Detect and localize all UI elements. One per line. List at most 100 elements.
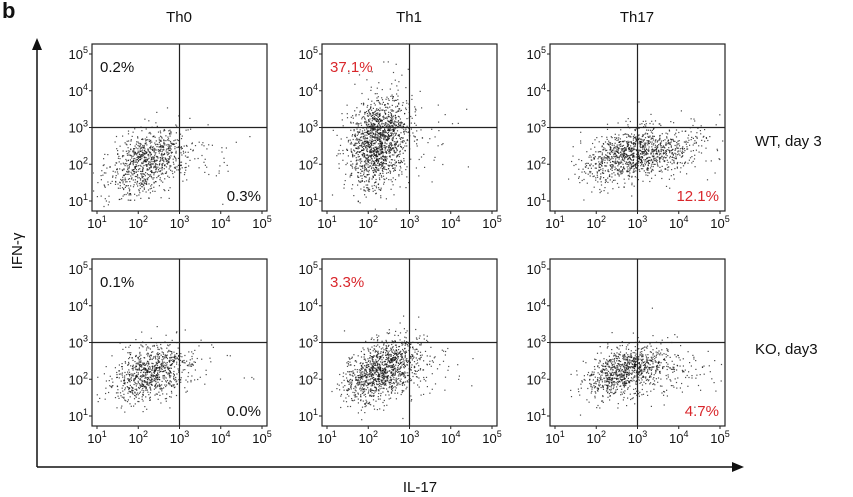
event-dot	[385, 135, 387, 137]
event-dot	[416, 359, 418, 361]
event-dot	[639, 138, 641, 140]
event-dot	[385, 126, 387, 128]
event-dot	[160, 365, 162, 367]
event-dot	[362, 155, 364, 157]
event-dot	[395, 118, 397, 120]
event-dot	[372, 136, 375, 138]
event-dot	[147, 376, 149, 379]
event-dot	[123, 379, 125, 382]
event-dot	[638, 137, 640, 139]
event-dot	[133, 405, 135, 407]
event-dot	[339, 153, 341, 155]
event-dot	[613, 161, 615, 163]
event-dot	[143, 185, 145, 187]
event-dot	[599, 169, 601, 172]
event-dot	[149, 367, 151, 369]
event-dot	[168, 158, 170, 160]
event-dot	[373, 161, 375, 163]
event-dot	[200, 339, 202, 341]
event-dot	[625, 149, 627, 151]
event-dot	[136, 162, 139, 164]
event-dot	[596, 172, 598, 174]
event-dot	[160, 388, 162, 390]
event-dot	[607, 192, 609, 194]
event-dot	[205, 369, 207, 371]
event-dot	[387, 361, 389, 363]
event-dot	[145, 178, 147, 180]
event-dot	[140, 173, 142, 175]
event-dot	[369, 165, 371, 167]
event-dot	[676, 166, 678, 168]
event-dot	[390, 142, 392, 144]
event-dot	[153, 172, 155, 174]
event-dot	[174, 166, 176, 168]
event-dot	[179, 355, 181, 357]
event-dot	[149, 376, 151, 378]
event-dot	[127, 192, 129, 194]
event-dot	[186, 364, 188, 366]
event-dot	[127, 150, 129, 152]
event-dot	[609, 164, 611, 166]
event-dot	[155, 386, 157, 388]
event-dot	[170, 155, 172, 157]
event-dot	[97, 401, 99, 403]
event-dot	[678, 153, 680, 155]
event-dot	[364, 112, 366, 114]
event-dot	[153, 372, 155, 374]
event-dot	[391, 115, 393, 117]
event-dot	[369, 142, 371, 144]
event-dot	[624, 149, 626, 151]
event-dot	[384, 149, 386, 151]
event-dot	[143, 152, 145, 154]
event-dot	[154, 155, 156, 157]
event-dot	[125, 400, 127, 402]
event-dot	[106, 167, 108, 169]
event-dot	[142, 183, 144, 185]
event-dot	[346, 148, 348, 150]
event-dot	[368, 147, 371, 149]
event-dot	[675, 148, 677, 150]
event-dot	[616, 182, 619, 185]
event-dot	[398, 135, 400, 137]
event-dot	[381, 151, 383, 153]
event-dot	[123, 183, 125, 186]
event-dot	[378, 153, 380, 155]
event-dot	[133, 148, 135, 150]
event-dot	[192, 150, 194, 152]
event-dot	[376, 100, 378, 102]
event-dot	[365, 111, 368, 113]
event-dot	[364, 131, 366, 134]
event-dot	[388, 111, 390, 113]
event-dot	[381, 158, 383, 160]
event-dot	[719, 158, 721, 161]
event-dot	[645, 125, 647, 127]
event-dot	[132, 159, 135, 161]
event-dot	[411, 399, 413, 401]
event-dot	[367, 360, 369, 362]
event-dot	[655, 149, 657, 151]
event-dot	[174, 379, 176, 381]
event-dot	[625, 163, 627, 165]
event-dot	[145, 374, 147, 376]
y-tick-label: 101	[299, 192, 318, 209]
event-dot	[388, 179, 390, 181]
event-dot	[167, 351, 169, 353]
event-dot	[418, 175, 420, 177]
event-dot	[376, 367, 378, 369]
event-dot	[201, 358, 203, 360]
event-dot	[363, 170, 366, 172]
event-dot	[382, 132, 384, 134]
event-dot	[396, 382, 398, 384]
event-dot	[131, 177, 133, 179]
event-dot	[399, 137, 401, 139]
event-dot	[376, 160, 378, 163]
event-dot	[140, 354, 142, 356]
event-dot	[707, 139, 709, 142]
event-dot	[383, 349, 385, 351]
event-dot	[651, 129, 653, 131]
event-dot	[187, 372, 190, 374]
event-dot	[406, 125, 408, 127]
event-dot	[145, 159, 147, 161]
event-dot	[392, 177, 394, 179]
event-dot	[132, 375, 134, 377]
